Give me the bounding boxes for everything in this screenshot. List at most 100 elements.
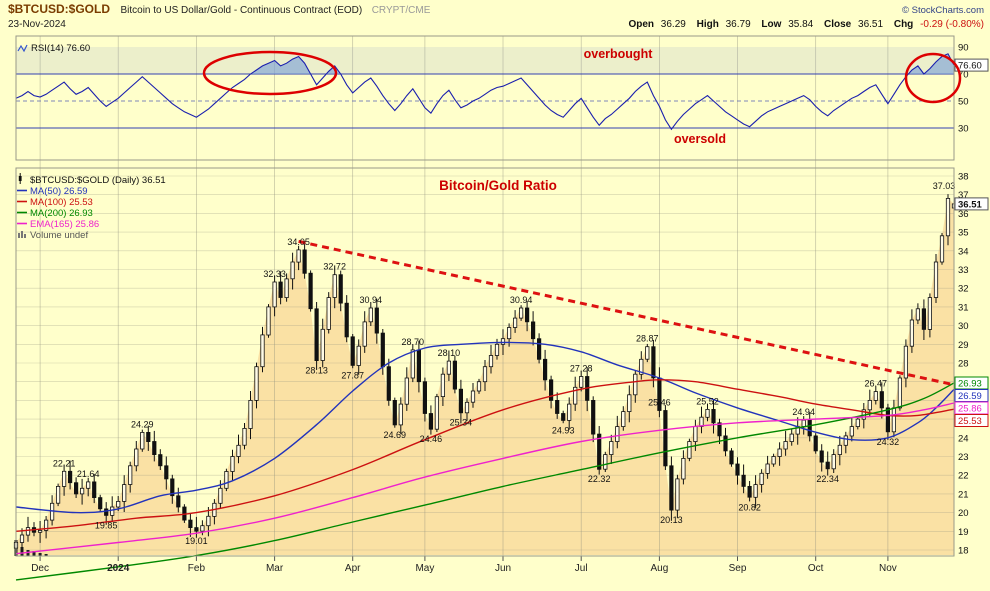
svg-text:22.34: 22.34 <box>816 474 839 484</box>
rsi-icon <box>17 44 28 53</box>
svg-text:18: 18 <box>958 546 969 557</box>
svg-text:28.70: 28.70 <box>402 337 425 347</box>
svg-text:Apr: Apr <box>345 563 361 574</box>
svg-text:29: 29 <box>958 340 969 351</box>
low-label: Low <box>761 19 781 30</box>
svg-text:2024: 2024 <box>107 563 130 574</box>
svg-text:23: 23 <box>958 452 969 463</box>
overbought-ellipse-nov <box>904 52 962 104</box>
svg-text:30: 30 <box>958 321 969 332</box>
downtrend-line <box>298 239 958 387</box>
svg-text:22.21: 22.21 <box>53 458 76 468</box>
overbought-ellipse-febmar <box>202 50 338 96</box>
svg-text:24.32: 24.32 <box>877 437 900 447</box>
svg-text:28.10: 28.10 <box>438 348 461 358</box>
volume-icon <box>18 233 20 238</box>
low-value: 35.84 <box>788 19 813 30</box>
svg-text:24: 24 <box>958 433 969 444</box>
svg-text:May: May <box>415 563 434 574</box>
svg-text:19.85: 19.85 <box>95 520 118 530</box>
svg-text:22: 22 <box>958 471 969 482</box>
chart-date: 23-Nov-2024 <box>8 19 66 30</box>
svg-text:25.53: 25.53 <box>958 416 982 427</box>
svg-text:33: 33 <box>958 265 969 276</box>
svg-text:25.46: 25.46 <box>648 398 671 408</box>
symbol-label: $BTCUSD:$GOLD <box>8 2 110 16</box>
volume-icon-bar3 <box>24 234 26 238</box>
svg-text:25.86: 25.86 <box>958 404 982 415</box>
svg-text:Dec: Dec <box>31 563 49 574</box>
svg-text:27.28: 27.28 <box>570 364 593 374</box>
moving-average-lines <box>15 341 955 581</box>
bitcoin-gold-ratio-title: Bitcoin/Gold Ratio <box>439 178 557 193</box>
candlestick-icon-body <box>18 176 22 181</box>
svg-text:90: 90 <box>958 43 969 54</box>
open-label: Open <box>628 19 654 30</box>
ohlc-quote-line: Open 36.29 High 36.79 Low 35.84 Close 36… <box>628 19 984 30</box>
main-legend-title: $BTCUSD:$GOLD (Daily) 36.51 <box>30 175 166 186</box>
svg-text:37.03: 37.03 <box>933 181 956 191</box>
rsi-legend-label: RSI(14) 76.60 <box>31 43 90 54</box>
svg-text:24.46: 24.46 <box>420 434 443 444</box>
svg-text:28.13: 28.13 <box>305 366 328 376</box>
svg-text:Jul: Jul <box>575 563 588 574</box>
svg-text:30.94: 30.94 <box>510 295 533 305</box>
open-value: 36.29 <box>661 19 686 30</box>
svg-text:Sep: Sep <box>729 563 747 574</box>
overbought-label: overbought <box>584 47 654 61</box>
chg-value: -0.29 (-0.80%) <box>920 19 984 30</box>
svg-text:38: 38 <box>958 172 969 183</box>
svg-text:25.34: 25.34 <box>450 418 473 428</box>
svg-text:Feb: Feb <box>188 563 206 574</box>
svg-text:Jun: Jun <box>495 563 511 574</box>
ma50-line <box>15 341 955 514</box>
svg-text:26.93: 26.93 <box>958 379 982 390</box>
svg-text:20: 20 <box>958 508 969 519</box>
svg-text:34.05: 34.05 <box>287 237 310 247</box>
svg-text:22.32: 22.32 <box>588 474 611 484</box>
high-label: High <box>697 19 719 30</box>
axis-labels: 3837363534333231302928272625242322212019… <box>31 43 968 575</box>
svg-text:30: 30 <box>958 124 969 135</box>
svg-text:76.60: 76.60 <box>958 61 982 72</box>
stockcharts-credit-link[interactable]: © StockCharts.com <box>902 5 984 16</box>
svg-text:30.94: 30.94 <box>360 295 383 305</box>
main-panel-border <box>15 167 955 557</box>
svg-text:19: 19 <box>958 527 969 538</box>
svg-text:70: 70 <box>958 70 969 81</box>
svg-text:32.33: 32.33 <box>263 269 286 279</box>
close-label: Close <box>824 19 852 30</box>
ema165-legend-label: EMA(165) 25.86 <box>30 219 99 230</box>
svg-text:50: 50 <box>958 97 969 108</box>
chart-header-title: $BTCUSD:$GOLD Bitcoin to US Dollar/Gold … <box>8 0 431 17</box>
svg-text:20.13: 20.13 <box>660 515 683 525</box>
svg-text:24.29: 24.29 <box>131 419 154 429</box>
svg-text:26.47: 26.47 <box>865 379 888 389</box>
svg-text:35: 35 <box>958 228 969 239</box>
ema165-line <box>15 402 955 555</box>
svg-text:28.87: 28.87 <box>636 334 659 344</box>
svg-text:34: 34 <box>958 246 969 257</box>
svg-text:28: 28 <box>958 359 969 370</box>
rsi-plot <box>15 47 955 131</box>
svg-text:32.72: 32.72 <box>323 262 346 272</box>
svg-text:Nov: Nov <box>879 563 897 574</box>
svg-text:Mar: Mar <box>266 563 284 574</box>
svg-text:26.59: 26.59 <box>958 391 982 402</box>
ma200-legend-label: MA(200) 26.93 <box>30 208 93 219</box>
svg-text:20.82: 20.82 <box>738 502 761 512</box>
close-value: 36.51 <box>858 19 883 30</box>
volume-icon-bar2 <box>21 231 23 238</box>
symbol-description: Bitcoin to US Dollar/Gold - Continuous C… <box>120 5 362 16</box>
svg-text:36: 36 <box>958 209 969 220</box>
svg-text:36.51: 36.51 <box>958 199 982 210</box>
ma50-legend-label: MA(50) 26.59 <box>30 186 88 197</box>
oversold-label: oversold <box>674 132 726 146</box>
svg-text:24.69: 24.69 <box>384 430 407 440</box>
candlesticks <box>13 194 957 552</box>
svg-text:Oct: Oct <box>808 563 824 574</box>
